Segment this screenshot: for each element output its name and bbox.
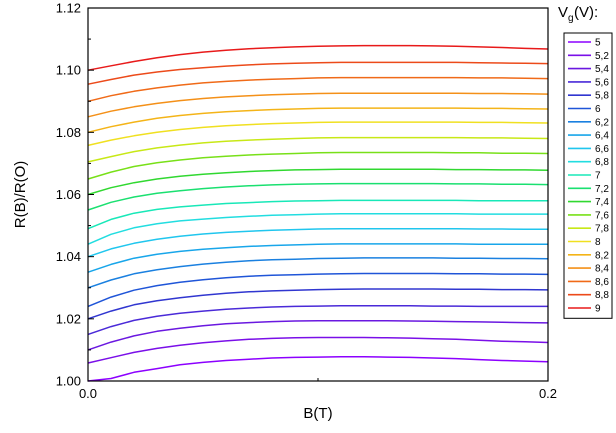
- legend-label: 7,8: [595, 224, 609, 235]
- plot-frame: [87, 7, 549, 382]
- series-line-16: [87, 107, 549, 134]
- series-lines: [87, 44, 549, 382]
- x-axis-title: B(T): [303, 405, 332, 422]
- series-line-3: [87, 305, 548, 336]
- series-line-15: [87, 121, 549, 147]
- series-line-1: [87, 336, 549, 364]
- legend-title-main: V: [558, 4, 568, 21]
- series-line-7: [87, 243, 548, 273]
- legend-label: 5,8: [595, 91, 609, 102]
- legend-label: 8,6: [595, 277, 609, 288]
- legend-label: 6: [595, 104, 601, 115]
- series-line-20: [87, 44, 549, 71]
- legend-label: 5: [595, 38, 601, 49]
- y-tick-label: 1.06: [56, 187, 81, 202]
- legend-title: V g (V):: [558, 4, 598, 24]
- series-line-4: [87, 288, 549, 320]
- series-line-19: [87, 61, 549, 85]
- legend-label: 8,8: [595, 290, 609, 301]
- series-line-10: [87, 199, 548, 230]
- y-tick-label: 1.04: [56, 249, 81, 264]
- legend: 5 5,2 5,4 5,6 5,8 6 6,2 6,4 6,6 6,8 7 7,2 7,4 7,6 7,8 8…: [568, 38, 609, 315]
- legend-label: 6,2: [595, 117, 609, 128]
- axis-ticks: 1.00 1.02 1.04 1.06 1.08 1.10 1.12 0.0 0.2: [56, 1, 557, 402]
- y-tick-label: 1.10: [56, 63, 81, 78]
- legend-label: 9: [595, 304, 601, 315]
- series-line-13: [87, 151, 549, 180]
- series-line-6: [87, 257, 549, 289]
- series-line-2: [87, 319, 549, 351]
- legend-label: 6,8: [595, 157, 609, 168]
- legend-label: 7,4: [595, 197, 609, 208]
- legend-title-subscript: g: [568, 13, 574, 24]
- legend-label: 5,2: [595, 51, 609, 62]
- series-line-14: [87, 136, 549, 163]
- series-line-0: [87, 356, 549, 382]
- series-line-9: [87, 213, 548, 245]
- legend-label: 8,2: [595, 250, 609, 261]
- series-line-5: [87, 272, 549, 308]
- y-tick-label: 1.02: [56, 311, 81, 326]
- legend-label: 8,4: [595, 264, 609, 275]
- x-tick-label: 0.2: [539, 386, 557, 401]
- y-tick-label: 1.12: [56, 1, 81, 16]
- legend-label: 6,4: [595, 131, 609, 142]
- y-tick-label: 1.08: [56, 125, 81, 140]
- series-line-17: [87, 92, 549, 118]
- series-line-12: [87, 168, 549, 196]
- series-line-18: [87, 76, 549, 103]
- series-line-8: [87, 227, 548, 258]
- legend-label: 7,2: [595, 184, 609, 195]
- legend-label: 5,4: [595, 64, 609, 75]
- series-line-11: [87, 182, 549, 211]
- legend-label: 7: [595, 171, 601, 182]
- y-axis-title: R(B)/R(O): [12, 161, 29, 229]
- x-tick-label: 0.0: [79, 386, 97, 401]
- legend-label: 8: [595, 237, 601, 248]
- legend-label: 6,6: [595, 144, 609, 155]
- legend-title-unit: (V):: [574, 4, 598, 21]
- legend-label: 7,6: [595, 210, 609, 221]
- legend-label: 5,6: [595, 77, 609, 88]
- y-tick-label: 1.00: [56, 374, 81, 389]
